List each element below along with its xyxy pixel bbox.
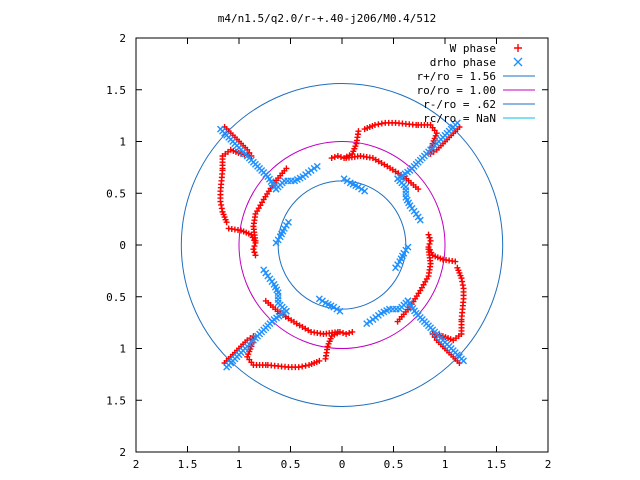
data-point — [252, 252, 259, 259]
data-point — [416, 216, 424, 224]
data-point — [333, 305, 341, 313]
data-point — [264, 272, 272, 280]
data-point — [354, 183, 362, 191]
x-tick-label: 1 — [442, 458, 449, 471]
data-point — [331, 154, 338, 161]
data-point — [343, 331, 350, 338]
data-point — [282, 221, 290, 229]
data-point — [315, 295, 323, 303]
y-tick-label: 0.5 — [106, 291, 126, 304]
circle-series — [277, 180, 407, 310]
legend-label: drho phase — [430, 56, 496, 69]
data-point — [414, 213, 422, 221]
data-point — [425, 246, 432, 253]
data-point — [252, 237, 259, 244]
y-tick-label: 1.5 — [106, 394, 126, 407]
data-point — [316, 357, 323, 364]
data-point — [280, 224, 288, 232]
data-point — [262, 269, 270, 277]
data-point — [346, 329, 353, 336]
data-point — [272, 239, 280, 247]
chart-title: m4/n1.5/q2.0/r-+.40-j206/M0.4/512 — [218, 12, 437, 25]
x-tick-label: 0.5 — [281, 458, 301, 471]
data-point — [340, 329, 347, 336]
x-tick-label: 2 — [545, 458, 552, 471]
legend-marker — [514, 44, 522, 52]
data-point — [396, 258, 404, 266]
data-point — [340, 175, 348, 183]
data-point — [369, 316, 377, 324]
data-point — [334, 328, 341, 335]
data-point — [392, 264, 400, 272]
x-tick-label: 0 — [339, 458, 346, 471]
legend-marker — [513, 57, 523, 67]
legend-label: rc/ro = NaN — [423, 112, 496, 125]
y-tick-label: 0 — [119, 239, 126, 252]
data-point — [334, 152, 341, 159]
x-tick-label: 1.5 — [178, 458, 198, 471]
y-tick-label: 2 — [119, 446, 126, 459]
data-point — [313, 162, 321, 170]
data-point — [427, 237, 434, 244]
x-tick-label: 1.5 — [487, 458, 507, 471]
legend-label: r+/ro = 1.56 — [417, 70, 496, 83]
data-point — [343, 155, 350, 162]
data-point — [358, 185, 366, 193]
data-point — [318, 297, 326, 305]
data-point — [284, 218, 292, 226]
circle-series — [238, 141, 446, 349]
y-tick-label: 2 — [119, 32, 126, 45]
y-tick-label: 0.5 — [106, 187, 126, 200]
data-point — [425, 231, 432, 238]
legend-label: ro/ro = 1.00 — [417, 84, 496, 97]
x-tick-label: 0.5 — [384, 458, 404, 471]
data-point — [274, 236, 282, 244]
data-point — [251, 243, 258, 250]
data-point — [337, 154, 344, 161]
x-tick-label: 2 — [133, 458, 140, 471]
data-point — [361, 187, 369, 195]
data-point — [310, 164, 318, 172]
data-point — [250, 246, 257, 253]
data-point — [307, 166, 315, 174]
data-point — [336, 307, 344, 315]
data-point — [394, 261, 402, 269]
data-point — [223, 219, 230, 226]
data-point — [322, 299, 330, 307]
x-tick-label: 1 — [236, 458, 243, 471]
data-point — [349, 328, 356, 335]
data-point — [426, 240, 433, 247]
data-point — [366, 318, 374, 326]
data-point — [404, 243, 412, 251]
data-point — [402, 246, 410, 254]
data-point — [363, 320, 371, 328]
data-point — [426, 234, 433, 241]
data-point — [260, 266, 268, 274]
data-point — [343, 177, 351, 185]
legend-label: W phase — [450, 42, 496, 55]
data-point — [251, 249, 258, 256]
data-point — [454, 264, 461, 271]
circle-series — [180, 83, 504, 407]
data-point — [412, 210, 420, 218]
legend-label: r-/ro = .62 — [423, 98, 496, 111]
data-point — [361, 126, 368, 133]
y-tick-label: 1 — [119, 136, 126, 149]
y-tick-label: 1 — [119, 343, 126, 356]
y-tick-label: 1.5 — [106, 84, 126, 97]
data-point — [328, 155, 335, 162]
